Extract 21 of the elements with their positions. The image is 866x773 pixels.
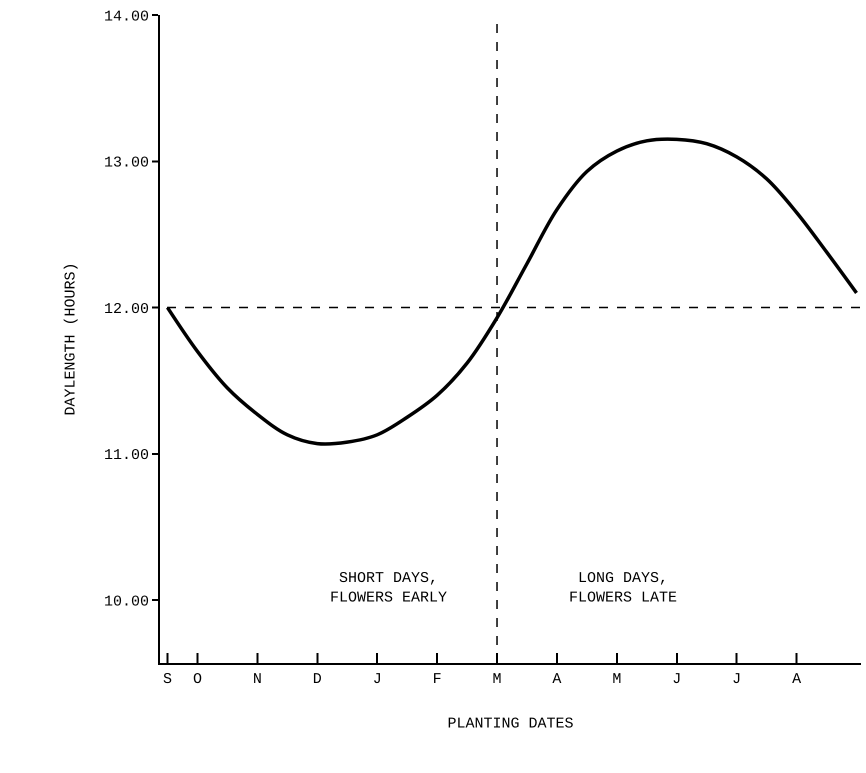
x-tick-label: M	[612, 671, 622, 688]
x-tick-label: J	[372, 671, 382, 688]
x-tick-label: A	[792, 671, 802, 688]
x-tick-label: O	[192, 671, 202, 688]
y-tick-label: 10.00	[104, 593, 149, 610]
x-tick-label: J	[732, 671, 742, 688]
y-tick-label: 14.00	[104, 8, 149, 26]
x-tick-label: D	[312, 671, 322, 688]
y-tick-label: 11.00	[104, 447, 149, 464]
y-tick-label: 13.00	[104, 154, 149, 172]
annotation: SHORT DAYS, FLOWERS EARLY	[330, 570, 448, 606]
x-axis-title: PLANTING DATES	[447, 716, 574, 732]
x-tick-label: N	[252, 671, 262, 688]
x-tick-label: A	[552, 671, 562, 688]
y-axis-title: DAYLENGTH (HOURS)	[62, 262, 80, 416]
x-tick-label: M	[492, 671, 502, 688]
y-tick-label: 12.00	[104, 300, 149, 318]
x-tick-label: F	[432, 671, 442, 688]
annotation: LONG DAYS, FLOWERS LATE	[569, 570, 678, 606]
x-tick-label: J	[672, 671, 682, 688]
x-tick-label: S	[162, 671, 172, 688]
